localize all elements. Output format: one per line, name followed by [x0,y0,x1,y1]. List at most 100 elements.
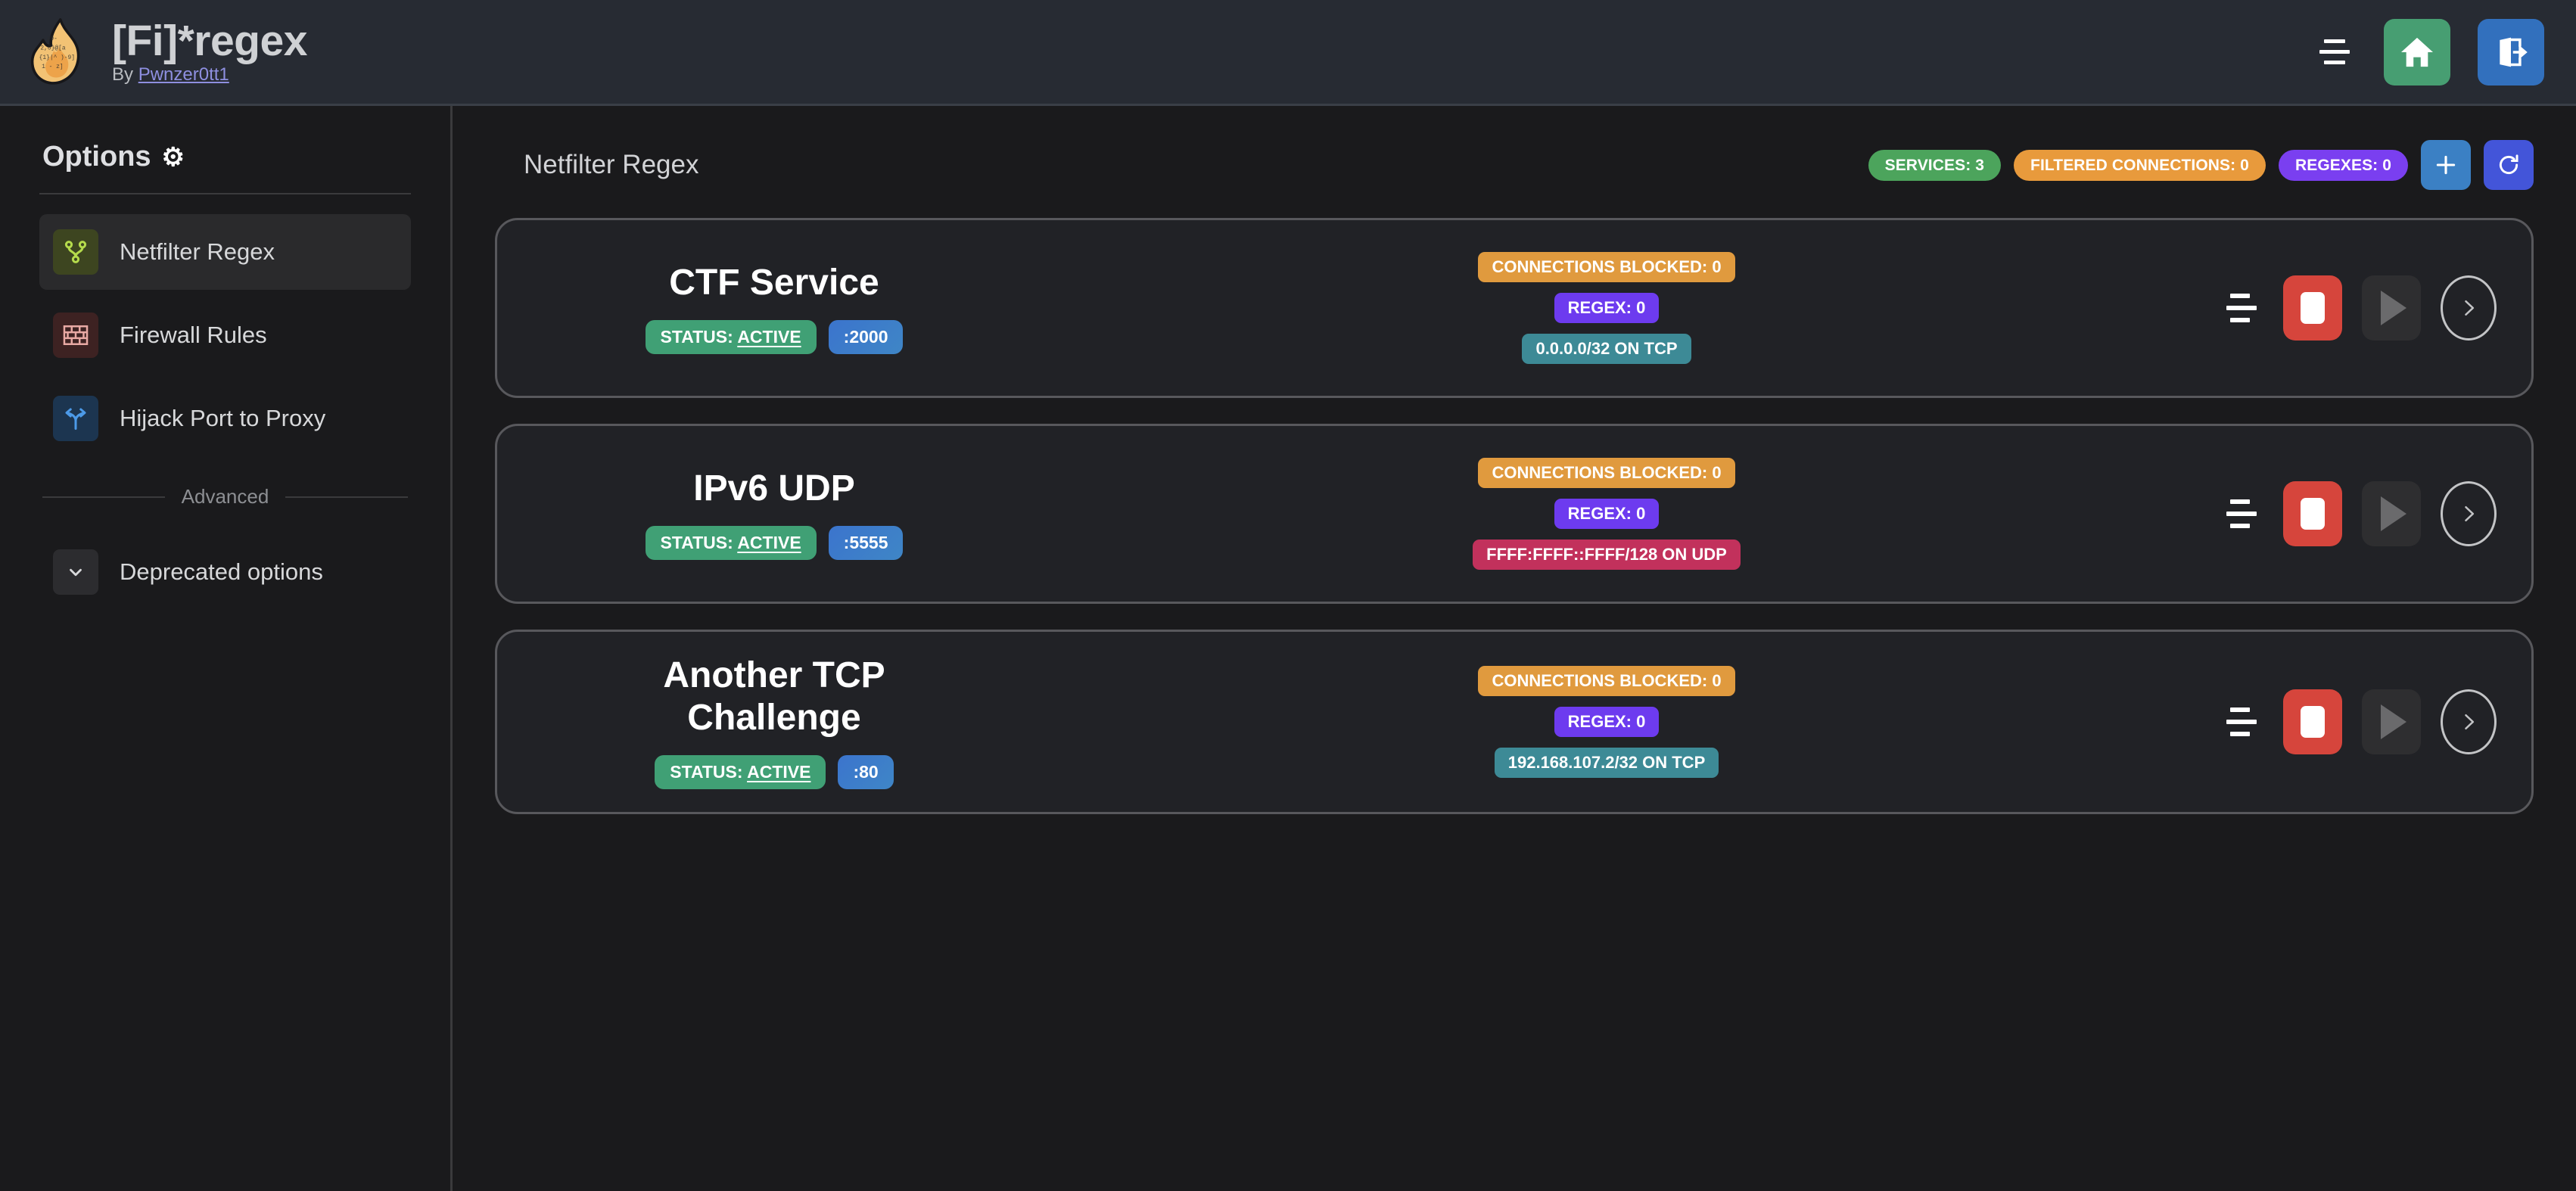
status-badge: STATUS: ACTIVE [645,526,817,561]
sidebar-item-label: Firewall Rules [120,322,267,348]
service-tags: STATUS: ACTIVE :5555 [645,526,904,561]
service-name: IPv6 UDP [693,468,855,508]
stop-button[interactable] [2283,689,2342,755]
app-header: -z0- 2,0}@[a {1}|^ )-9] 1 - z] [Fi]*rege… [0,0,2576,106]
svg-text:2,0}@[a: 2,0}@[a [40,45,65,51]
service-stats: CONNECTIONS BLOCKED: 0 REGEX: 0 192.168.… [1016,666,2197,779]
sidebar-title: Options ⚙ [39,133,411,173]
regex-count-badge: REGEX: 0 [1554,499,1660,529]
sidebar-divider [39,193,411,194]
plus-icon [2436,155,2456,175]
service-controls [2197,689,2497,755]
chevron-right-icon [2465,300,2475,316]
netfilter-branch-icon [53,229,98,275]
stop-button[interactable] [2283,275,2342,341]
stat-filtered-connections: FILTERED CONNECTIONS: 0 [2014,149,2266,181]
service-card[interactable]: IPv6 UDP STATUS: ACTIVE :5555 CONNECTION… [495,424,2534,604]
chevron-down-icon [53,549,98,595]
header-actions [2313,18,2544,86]
split-arrows-icon [53,396,98,441]
open-service-button[interactable] [2441,689,2497,755]
refresh-icon [2499,154,2518,175]
home-button[interactable] [2384,18,2450,86]
play-icon [2381,704,2406,740]
gear-icon: ⚙ [161,142,185,172]
sidebar-item-hijack-port-to-proxy[interactable]: Hijack Port to Proxy [39,381,411,456]
play-button[interactable] [2362,481,2421,546]
chevron-right-icon [2465,505,2475,522]
page-title: Netfilter Regex [524,150,699,179]
connections-blocked-badge: CONNECTIONS BLOCKED: 0 [1478,458,1735,488]
divider-line-left [42,496,165,498]
port-badge: :80 [838,755,894,790]
app-title: [Fi]*regex [112,16,307,65]
sidebar-item-label: Hijack Port to Proxy [120,405,326,431]
open-service-button[interactable] [2441,481,2497,546]
connections-blocked-badge: CONNECTIONS BLOCKED: 0 [1478,666,1735,697]
list-lines-icon[interactable] [2220,703,2263,741]
sidebar-item-netfilter-regex[interactable]: Netfilter Regex [39,214,411,290]
home-icon [2401,37,2433,67]
brick-wall-icon [53,313,98,358]
hamburger-menu-icon[interactable] [2313,36,2357,69]
by-prefix: By [112,64,138,85]
port-badge: :2000 [828,320,904,355]
list-lines-icon[interactable] [2220,289,2263,327]
stop-icon [2301,706,2325,739]
sidebar-item-deprecated-options[interactable]: Deprecated options [39,534,411,610]
flame-regex-logo: -z0- 2,0}@[a {1}|^ )-9] 1 - z] [30,17,80,85]
advanced-label: Advanced [181,485,269,508]
service-card[interactable]: CTF Service STATUS: ACTIVE :2000 CONNECT… [495,218,2534,398]
chevron-right-icon [2465,714,2475,730]
service-stats: CONNECTIONS BLOCKED: 0 REGEX: 0 FFFF:FFF… [1016,458,2197,570]
sidebar-item-firewall-rules[interactable]: Firewall Rules [39,297,411,373]
status-badge: STATUS: ACTIVE [655,755,826,790]
service-stats: CONNECTIONS BLOCKED: 0 REGEX: 0 0.0.0.0/… [1016,252,2197,364]
logout-button[interactable] [2478,18,2544,86]
connections-blocked-badge: CONNECTIONS BLOCKED: 0 [1478,252,1735,282]
play-icon [2381,496,2406,531]
advanced-divider: Advanced [39,485,411,508]
play-button[interactable] [2362,689,2421,755]
stop-icon [2301,498,2325,530]
open-service-button[interactable] [2441,275,2497,341]
service-controls [2197,275,2497,341]
service-identity: Another TCP Challenge STATUS: ACTIVE :80 [532,655,1016,790]
play-icon [2381,291,2406,325]
play-button[interactable] [2362,275,2421,341]
service-tags: STATUS: ACTIVE :2000 [645,320,904,355]
service-card[interactable]: Another TCP Challenge STATUS: ACTIVE :80… [495,630,2534,815]
target-address-badge: 0.0.0.0/32 ON TCP [1522,334,1691,364]
stat-services: SERVICES: 3 [1868,149,2002,181]
list-lines-icon[interactable] [2220,495,2263,533]
sidebar-item-label: Netfilter Regex [120,238,275,265]
refresh-button[interactable] [2484,140,2534,190]
main-header: Netfilter Regex SERVICES: 3 FILTERED CON… [495,138,2534,192]
svg-text:{1}|^ )-9]: {1}|^ )-9] [39,54,75,61]
svg-text:-z0-: -z0- [43,36,58,42]
sidebar: Options ⚙ Netfilter Regex Firewall Rules [0,106,453,1191]
stop-button[interactable] [2283,481,2342,546]
stat-regexes: REGEXES: 0 [2278,149,2408,181]
service-tags: STATUS: ACTIVE :80 [655,755,894,790]
service-controls [2197,481,2497,546]
stop-icon [2301,292,2325,324]
author-link[interactable]: Pwnzer0tt1 [138,64,229,85]
target-address-badge: FFFF:FFFF::FFFF/128 ON UDP [1473,540,1741,570]
service-name: Another TCP Challenge [663,655,885,738]
service-identity: IPv6 UDP STATUS: ACTIVE :5555 [532,468,1016,561]
regex-count-badge: REGEX: 0 [1554,707,1660,738]
service-list: CTF Service STATUS: ACTIVE :2000 CONNECT… [495,218,2534,815]
service-identity: CTF Service STATUS: ACTIVE :2000 [532,262,1016,355]
target-address-badge: 192.168.107.2/32 ON TCP [1494,748,1719,779]
status-badge: STATUS: ACTIVE [645,320,817,355]
divider-line-right [285,496,408,498]
app-byline: By Pwnzer0tt1 [112,64,307,85]
port-badge: :5555 [828,526,904,561]
header-toolbar: SERVICES: 3 FILTERED CONNECTIONS: 0 REGE… [1868,140,2534,190]
sidebar-title-label: Options [42,141,151,173]
add-service-button[interactable] [2421,140,2471,190]
regex-count-badge: REGEX: 0 [1554,293,1660,323]
body-wrap: Options ⚙ Netfilter Regex Firewall Rules [0,106,2576,1191]
logout-icon [2500,37,2528,67]
